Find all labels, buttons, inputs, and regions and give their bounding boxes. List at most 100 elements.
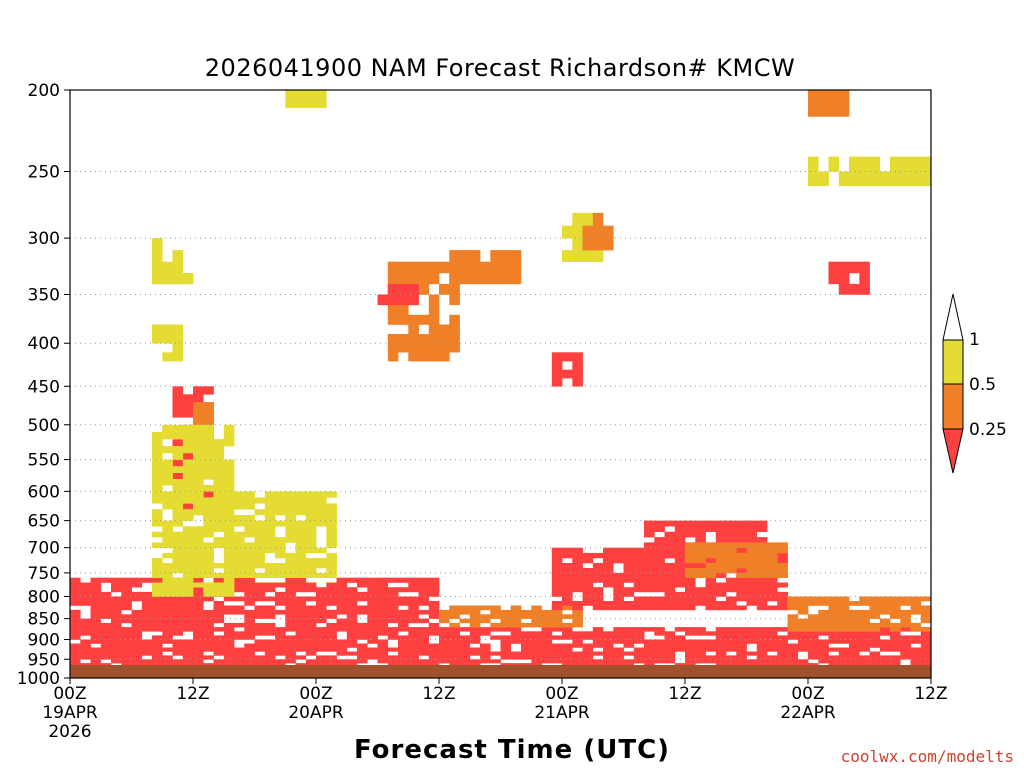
heatmap-cell — [551, 587, 563, 593]
heatmap-cell — [244, 647, 255, 652]
heatmap-cell — [203, 552, 214, 559]
heatmap-cell — [162, 503, 173, 510]
heatmap-cell — [264, 563, 276, 569]
heatmap-cell — [254, 537, 266, 543]
heatmap-cell — [152, 324, 163, 335]
heatmap-cell — [449, 622, 460, 628]
heatmap-cell — [203, 417, 214, 426]
heatmap-cell — [172, 459, 184, 467]
heatmap-cell — [80, 587, 91, 593]
heatmap-cell — [890, 622, 901, 628]
heatmap-cell — [572, 622, 583, 628]
y-axis-ticks: 2002503003504004505005506006507007508008… — [17, 81, 70, 689]
heatmap-cell — [695, 531, 706, 538]
heatmap-cell — [152, 651, 163, 656]
heatmap-cell — [172, 250, 184, 262]
heatmap-cell — [603, 558, 614, 564]
heatmap-cell — [818, 171, 829, 187]
heatmap-cell — [715, 526, 727, 532]
heatmap-cell — [295, 631, 307, 636]
heatmap-cell — [644, 572, 655, 578]
heatmap-cell — [644, 568, 655, 574]
heatmap-cell — [746, 568, 758, 574]
heatmap-cell — [541, 635, 553, 640]
heatmap-cell — [80, 631, 91, 636]
heatmap-cell — [387, 314, 399, 325]
heatmap-cell — [172, 386, 184, 395]
heatmap-cell — [633, 587, 645, 593]
heatmap-cell — [592, 639, 604, 644]
heatmap-cell — [223, 459, 235, 467]
heatmap-cell — [193, 631, 204, 636]
heatmap-cell — [213, 587, 225, 593]
heatmap-cell — [418, 283, 430, 295]
heatmap-cell — [285, 537, 296, 543]
heatmap-cell — [398, 334, 409, 344]
heatmap-cell — [305, 568, 317, 574]
heatmap-cell — [305, 491, 317, 498]
y-tick-label: 1000 — [17, 669, 60, 689]
heatmap-cell — [838, 647, 850, 652]
heatmap-cell — [562, 647, 573, 652]
heatmap-cell — [623, 563, 635, 569]
heatmap-cell — [756, 635, 768, 640]
heatmap-cell — [193, 643, 204, 648]
heatmap-cell — [244, 503, 255, 510]
heatmap-cell — [234, 605, 245, 611]
heatmap-cell — [172, 651, 184, 656]
heatmap-cell — [808, 171, 819, 187]
heatmap-cell — [295, 577, 307, 583]
heatmap-cell — [500, 655, 511, 660]
heatmap-cell — [705, 631, 717, 636]
heatmap-cell — [818, 659, 829, 664]
heatmap-cell — [613, 663, 624, 666]
heatmap-cell — [357, 627, 368, 632]
heatmap-cell — [900, 622, 911, 628]
heatmap-cell — [121, 659, 132, 664]
heatmap-cell — [562, 552, 573, 559]
heatmap-cell — [439, 643, 450, 648]
heatmap-cell — [592, 591, 604, 597]
heatmap-cell — [746, 531, 758, 538]
heatmap-cell — [152, 643, 163, 648]
heatmap-cell — [70, 635, 81, 640]
heatmap-cell — [357, 647, 368, 652]
heatmap-cell — [715, 547, 727, 554]
heatmap-cell — [244, 651, 255, 656]
heatmap-cell — [695, 563, 706, 569]
heatmap-cell — [193, 655, 204, 660]
heatmap-cell — [193, 582, 204, 588]
heatmap-cell — [674, 552, 686, 559]
heatmap-cell — [900, 156, 911, 172]
heatmap-cell — [449, 627, 460, 632]
heatmap-cell — [439, 283, 450, 295]
heatmap-cell — [285, 503, 296, 510]
heatmap-cell — [203, 520, 214, 527]
heatmap-cell — [551, 572, 563, 578]
heatmap-cell — [172, 261, 184, 274]
heatmap-cell — [572, 663, 583, 666]
heatmap-cell — [305, 651, 317, 656]
heatmap-cell — [213, 472, 225, 480]
heatmap-cell — [828, 639, 840, 644]
heatmap-cell — [305, 515, 317, 521]
heatmap-cell — [100, 635, 112, 640]
heatmap-cell — [664, 547, 676, 554]
heatmap-cell — [603, 238, 614, 251]
heatmap-cell — [449, 273, 460, 285]
heatmap-cell — [449, 605, 460, 611]
heatmap-cell — [633, 568, 645, 574]
heatmap-cell — [111, 631, 122, 636]
heatmap-cell — [244, 547, 255, 554]
heatmap-cell — [459, 627, 471, 632]
heatmap-cell — [767, 659, 778, 664]
heatmap-cell — [70, 655, 81, 660]
heatmap-cell — [162, 446, 173, 454]
heatmap-cell — [213, 459, 225, 467]
heatmap-cell — [500, 273, 511, 285]
heatmap-cell — [664, 552, 676, 559]
heatmap-cell — [100, 639, 112, 644]
heatmap-cell — [182, 542, 194, 548]
heatmap-cell — [828, 647, 840, 652]
heatmap-cell — [818, 651, 829, 656]
